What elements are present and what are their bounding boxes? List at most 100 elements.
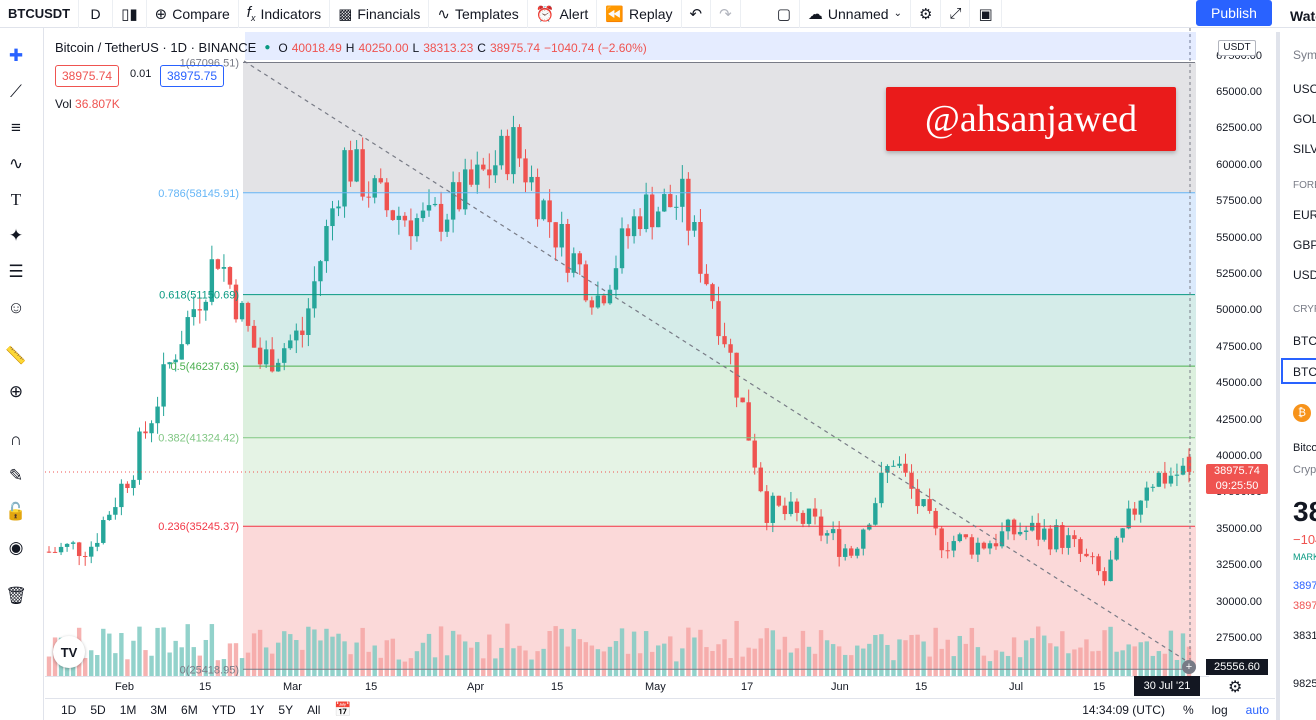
auto-scale-toggle[interactable]: auto <box>1245 702 1269 717</box>
candle-body <box>945 550 950 552</box>
price-axis[interactable]: 67500.0065000.0062500.0060000.0057500.00… <box>1196 28 1270 676</box>
eye-tool-icon[interactable]: ◉ <box>8 538 24 557</box>
detail-volume: 9825 <box>1293 678 1316 690</box>
range-button[interactable]: 1M <box>119 702 137 717</box>
candle-body <box>758 467 763 492</box>
watchlist-column-symbol[interactable]: Symbol <box>1293 48 1316 62</box>
time-axis[interactable]: Feb 15 Mar 15 Apr 15 May 17 Jun 15 Jul 15 <box>45 676 1209 698</box>
crosshair-tool-icon[interactable]: ✚ <box>8 46 24 65</box>
range-button[interactable]: All <box>307 702 321 717</box>
volume-bar <box>288 634 293 676</box>
magnet-tool-icon[interactable]: ∩ <box>9 430 23 449</box>
watchlist-section-crypto[interactable]: CRYPTO <box>1293 304 1316 315</box>
sell-button[interactable]: 38975.74 <box>55 65 120 87</box>
trend-line-tool-icon[interactable]: ⟋ <box>10 82 22 101</box>
compare-label: Compare <box>172 5 230 22</box>
trash-tool-icon[interactable]: 🗑 <box>5 586 27 605</box>
brush-tool-icon[interactable]: ∿ <box>8 154 24 173</box>
candle-body <box>1108 559 1113 582</box>
zoom-in-tool-icon[interactable]: ⊕ <box>8 382 24 401</box>
candle-body <box>625 228 631 237</box>
prediction-tool-icon[interactable]: ☰ <box>8 262 24 281</box>
lock-tool-icon[interactable]: 🔓 <box>5 502 27 521</box>
range-button[interactable]: 1Y <box>249 702 265 717</box>
text-tool-icon[interactable]: T <box>10 190 22 209</box>
watchlist-item[interactable]: EURUSD <box>1293 208 1316 222</box>
volume-bar <box>577 639 582 676</box>
candle-body <box>776 495 782 506</box>
volume-bar <box>740 656 745 676</box>
fib-retracement-tool-icon[interactable]: ≡ <box>11 118 21 137</box>
utc-clock[interactable]: 14:34:09 (UTC) <box>1082 702 1165 717</box>
volume-bar <box>957 635 962 676</box>
watchlist-item[interactable]: USOIL <box>1293 82 1316 96</box>
layout-name-button[interactable]: ☁ Unnamed ⌄ <box>800 0 911 28</box>
log-scale-toggle[interactable]: log <box>1211 702 1228 717</box>
range-button[interactable]: YTD <box>211 702 236 717</box>
watchlist-item[interactable]: GOLD <box>1293 112 1316 126</box>
interval-button[interactable]: D <box>79 0 114 28</box>
emoji-tool-icon[interactable]: ☺ <box>7 298 25 317</box>
ruler-tool-icon[interactable]: 📏 <box>5 346 27 365</box>
range-button[interactable]: 5D <box>90 702 106 717</box>
fullscreen-select-button[interactable]: ▢ <box>769 0 800 28</box>
volume-bar <box>818 630 824 676</box>
publish-button[interactable]: Publish <box>1196 0 1272 26</box>
volume-bar <box>1054 646 1059 676</box>
candle-body <box>951 541 956 551</box>
volume-bar <box>1011 637 1017 676</box>
volume-bar <box>704 647 709 676</box>
tradingview-logo-icon[interactable]: TV <box>53 636 85 668</box>
percent-scale-toggle[interactable]: % <box>1182 702 1194 717</box>
volume-bar <box>1060 631 1065 676</box>
snapshot-button[interactable]: ▣ <box>970 0 1002 28</box>
range-button[interactable]: 6M <box>181 702 198 717</box>
range-button[interactable]: 3M <box>150 702 168 717</box>
lock-pen-tool-icon[interactable]: ✎ <box>8 466 24 485</box>
axis-settings-gear-icon[interactable]: ⚙ <box>1228 679 1243 696</box>
date-range-calendar-icon[interactable]: 📅 <box>334 701 352 717</box>
candle-body <box>125 483 130 489</box>
currency-button[interactable]: USDT <box>1218 40 1256 56</box>
alert-button[interactable]: ⏰ Alert <box>528 0 598 28</box>
volume-legend[interactable]: Vol 36.807K <box>55 97 120 111</box>
chart-legend[interactable]: Bitcoin / TetherUS · 1D · BINANCE ● O 400… <box>55 40 647 55</box>
add-plus-icon[interactable]: + <box>1182 660 1196 674</box>
templates-button[interactable]: ∿ Templates <box>429 0 528 28</box>
watchlist-item[interactable]: SILVER <box>1293 142 1316 156</box>
volume-bar <box>505 623 510 676</box>
watchlist-item-selected[interactable]: BTCUSDT <box>1281 358 1316 384</box>
volume-bar <box>450 630 456 676</box>
candle-body <box>348 150 353 182</box>
pattern-tool-icon[interactable]: ✦ <box>8 226 24 245</box>
volume-bar <box>1150 655 1156 676</box>
undo-button[interactable]: ↶ <box>682 0 712 28</box>
camera-icon: ▣ <box>978 5 993 23</box>
symbol-search-button[interactable]: BTCUSDT <box>0 0 80 28</box>
compare-button[interactable]: ⊕ Compare <box>147 0 239 28</box>
chart-type-button[interactable]: ▯▮ <box>113 0 147 28</box>
range-button[interactable]: 1D <box>61 702 77 717</box>
redo-button[interactable]: ↷ <box>711 0 741 28</box>
detail-market-status: MARKET <box>1293 552 1316 562</box>
replay-button[interactable]: ⏪ Replay <box>597 0 682 28</box>
range-button[interactable]: 5Y <box>278 702 294 717</box>
price-chart[interactable]: 1(67096.51) 0.786(58145.91) 0.618(51150.69… <box>45 28 1209 676</box>
candle-body <box>1078 539 1083 554</box>
watchlist-item[interactable]: BTCUSD <box>1293 334 1316 348</box>
volume-bar <box>167 652 172 676</box>
settings-button[interactable]: ⚙ <box>911 0 942 28</box>
watchlist-header[interactable]: Watchlist <box>1290 8 1316 24</box>
watchlist-section-forex[interactable]: FOREX <box>1293 180 1316 191</box>
volume-bar <box>438 626 444 676</box>
buy-button[interactable]: 38975.75 <box>160 65 225 87</box>
candle-body <box>1054 525 1059 550</box>
indicators-button[interactable]: fx Indicators <box>239 0 331 28</box>
time-tick: 15 <box>365 681 378 693</box>
watchlist-item[interactable]: USDJPY <box>1293 268 1316 282</box>
candle-body <box>649 194 655 228</box>
fullscreen-button[interactable]: ⤢ <box>941 0 971 28</box>
volume-bar <box>692 637 697 676</box>
financials-button[interactable]: ▩ Financials <box>330 0 430 28</box>
